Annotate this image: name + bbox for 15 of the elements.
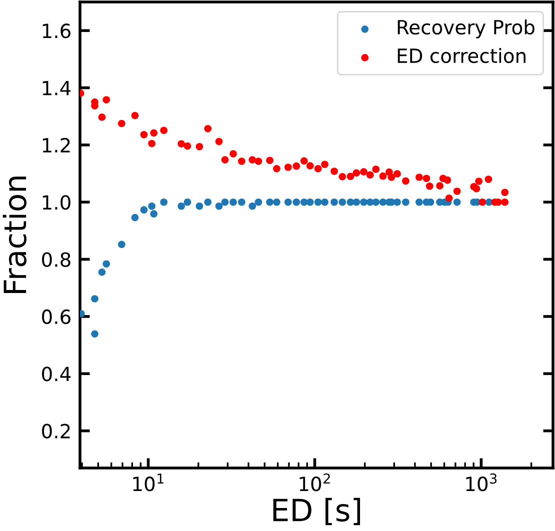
y-tick-label: 0.8 (42, 252, 70, 267)
legend-label: ED correction (398, 48, 526, 64)
y-tick-label: 1.2 (42, 138, 70, 152)
y-tick-label: 1.4 (42, 80, 71, 96)
y-tick-label: 0.6 (42, 309, 70, 324)
y-tick-label: 0.4 (42, 366, 71, 382)
x-tick-label: 10$^{3}$ (466, 473, 497, 492)
x-tick-label: 10$^{1}$ (133, 474, 164, 492)
x-tick-label: 10$^{2}$ (300, 473, 330, 492)
y-tick-label: 1.6 (42, 24, 70, 38)
y-axis-title: Fraction (2, 176, 26, 293)
y-tick-label: 0.2 (42, 424, 70, 438)
y-tick-label: 1.0 (42, 195, 70, 210)
x-axis-title: ED [s] (273, 498, 360, 526)
legend-label: Recovery Prob (398, 20, 534, 38)
